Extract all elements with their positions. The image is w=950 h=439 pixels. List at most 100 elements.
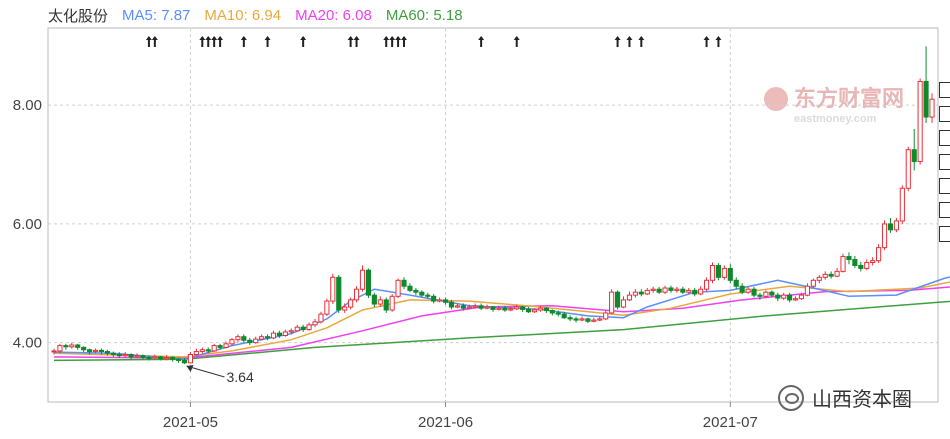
candle-body — [644, 289, 650, 295]
marker-head — [614, 36, 621, 40]
candle — [905, 146, 911, 192]
candle — [294, 324, 300, 332]
candle-body — [211, 345, 217, 352]
candle-body — [840, 256, 846, 272]
candle-body — [775, 294, 781, 299]
marker-head — [205, 36, 212, 40]
candle — [431, 293, 437, 304]
candle-body — [662, 287, 668, 293]
candle-body — [626, 294, 633, 301]
candle-body — [365, 269, 371, 296]
candle — [573, 316, 579, 323]
candle-body — [51, 350, 57, 353]
candle — [846, 252, 852, 265]
ma5-line — [53, 276, 950, 361]
logo-subtext: eastmoney.com — [794, 113, 877, 125]
marker-head — [478, 36, 485, 40]
candle-body — [881, 223, 888, 249]
candle — [858, 261, 864, 272]
candle-body — [733, 279, 739, 287]
candle — [680, 286, 686, 294]
y-tick-label: 6.00 — [13, 216, 42, 233]
candle — [668, 285, 674, 293]
event-marker — [353, 36, 360, 47]
side-indicator — [939, 226, 950, 242]
event-marker — [211, 36, 218, 47]
candle-body — [377, 299, 383, 305]
candle — [923, 46, 929, 123]
candle-body — [591, 319, 597, 322]
candle — [383, 297, 389, 313]
candle — [425, 292, 431, 299]
candle — [193, 348, 199, 356]
candle-body — [431, 295, 437, 302]
candle-body — [158, 356, 164, 360]
candle — [454, 303, 460, 309]
candle-body — [692, 289, 698, 295]
candle-body — [294, 326, 300, 332]
event-marker — [703, 36, 710, 47]
candle-body — [822, 273, 828, 278]
candle — [312, 318, 318, 328]
marker-head — [199, 36, 206, 40]
candle-body — [502, 307, 508, 311]
candle-body — [876, 247, 882, 262]
candle — [318, 311, 324, 324]
candle-body — [288, 330, 294, 333]
event-marker — [614, 36, 621, 47]
candle — [158, 355, 164, 361]
candle-body — [632, 291, 638, 296]
marker-head — [145, 36, 152, 40]
candle — [870, 257, 876, 266]
candle — [508, 307, 514, 312]
candle-body — [698, 288, 704, 295]
candle-body — [828, 273, 834, 277]
candle — [359, 265, 366, 292]
candle — [187, 352, 194, 364]
candle — [241, 334, 247, 343]
candle — [585, 317, 591, 324]
candle-body — [104, 351, 110, 354]
candle — [757, 292, 763, 300]
candle-body — [787, 294, 793, 301]
candle-body — [448, 301, 455, 308]
marker-head — [715, 36, 722, 40]
marker-head — [401, 36, 408, 40]
event-marker — [383, 36, 390, 47]
event-marker — [638, 36, 645, 47]
candle-body — [454, 305, 460, 308]
candle — [110, 351, 116, 357]
stock-name: 太化股份 — [48, 7, 109, 25]
candle-body — [241, 336, 247, 341]
candle-body — [763, 291, 769, 297]
candle — [104, 349, 110, 356]
candle — [656, 286, 662, 294]
candle-body — [561, 313, 567, 319]
candle-body — [92, 349, 99, 353]
candle — [247, 337, 253, 346]
candle-body — [567, 317, 573, 320]
candle — [537, 305, 544, 312]
candle-body — [745, 288, 751, 293]
candle — [484, 304, 490, 310]
candle — [745, 286, 751, 294]
candle-body — [846, 256, 852, 261]
marker-head — [703, 36, 710, 40]
candle-body — [98, 349, 105, 353]
event-marker — [300, 36, 307, 47]
candle-body — [709, 264, 716, 281]
candle — [223, 341, 229, 349]
candle-body — [164, 356, 170, 360]
candle — [413, 288, 419, 296]
candle — [810, 278, 816, 289]
candle — [567, 315, 573, 322]
candle — [69, 342, 75, 349]
candle — [804, 283, 810, 297]
candle — [419, 290, 425, 298]
candle — [721, 265, 727, 280]
candle — [787, 292, 793, 303]
marker-head — [389, 36, 396, 40]
candle — [478, 303, 484, 310]
candle — [288, 328, 294, 335]
